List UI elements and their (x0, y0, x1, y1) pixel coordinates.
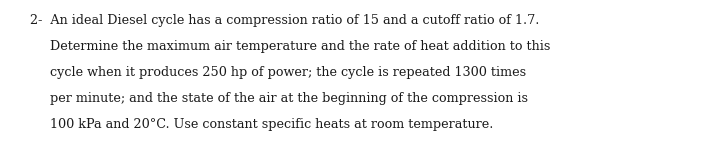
Text: 100 kPa and 20°C. Use constant specific heats at room temperature.: 100 kPa and 20°C. Use constant specific … (30, 118, 493, 131)
Text: 2-  An ideal Diesel cycle has a compression ratio of 15 and a cutoff ratio of 1.: 2- An ideal Diesel cycle has a compressi… (30, 14, 539, 27)
Text: cycle when it produces 250 hp of power; the cycle is repeated 1300 times: cycle when it produces 250 hp of power; … (30, 66, 526, 79)
Text: per minute; and the state of the air at the beginning of the compression is: per minute; and the state of the air at … (30, 92, 528, 105)
Text: Determine the maximum air temperature and the rate of heat addition to this: Determine the maximum air temperature an… (30, 40, 550, 53)
